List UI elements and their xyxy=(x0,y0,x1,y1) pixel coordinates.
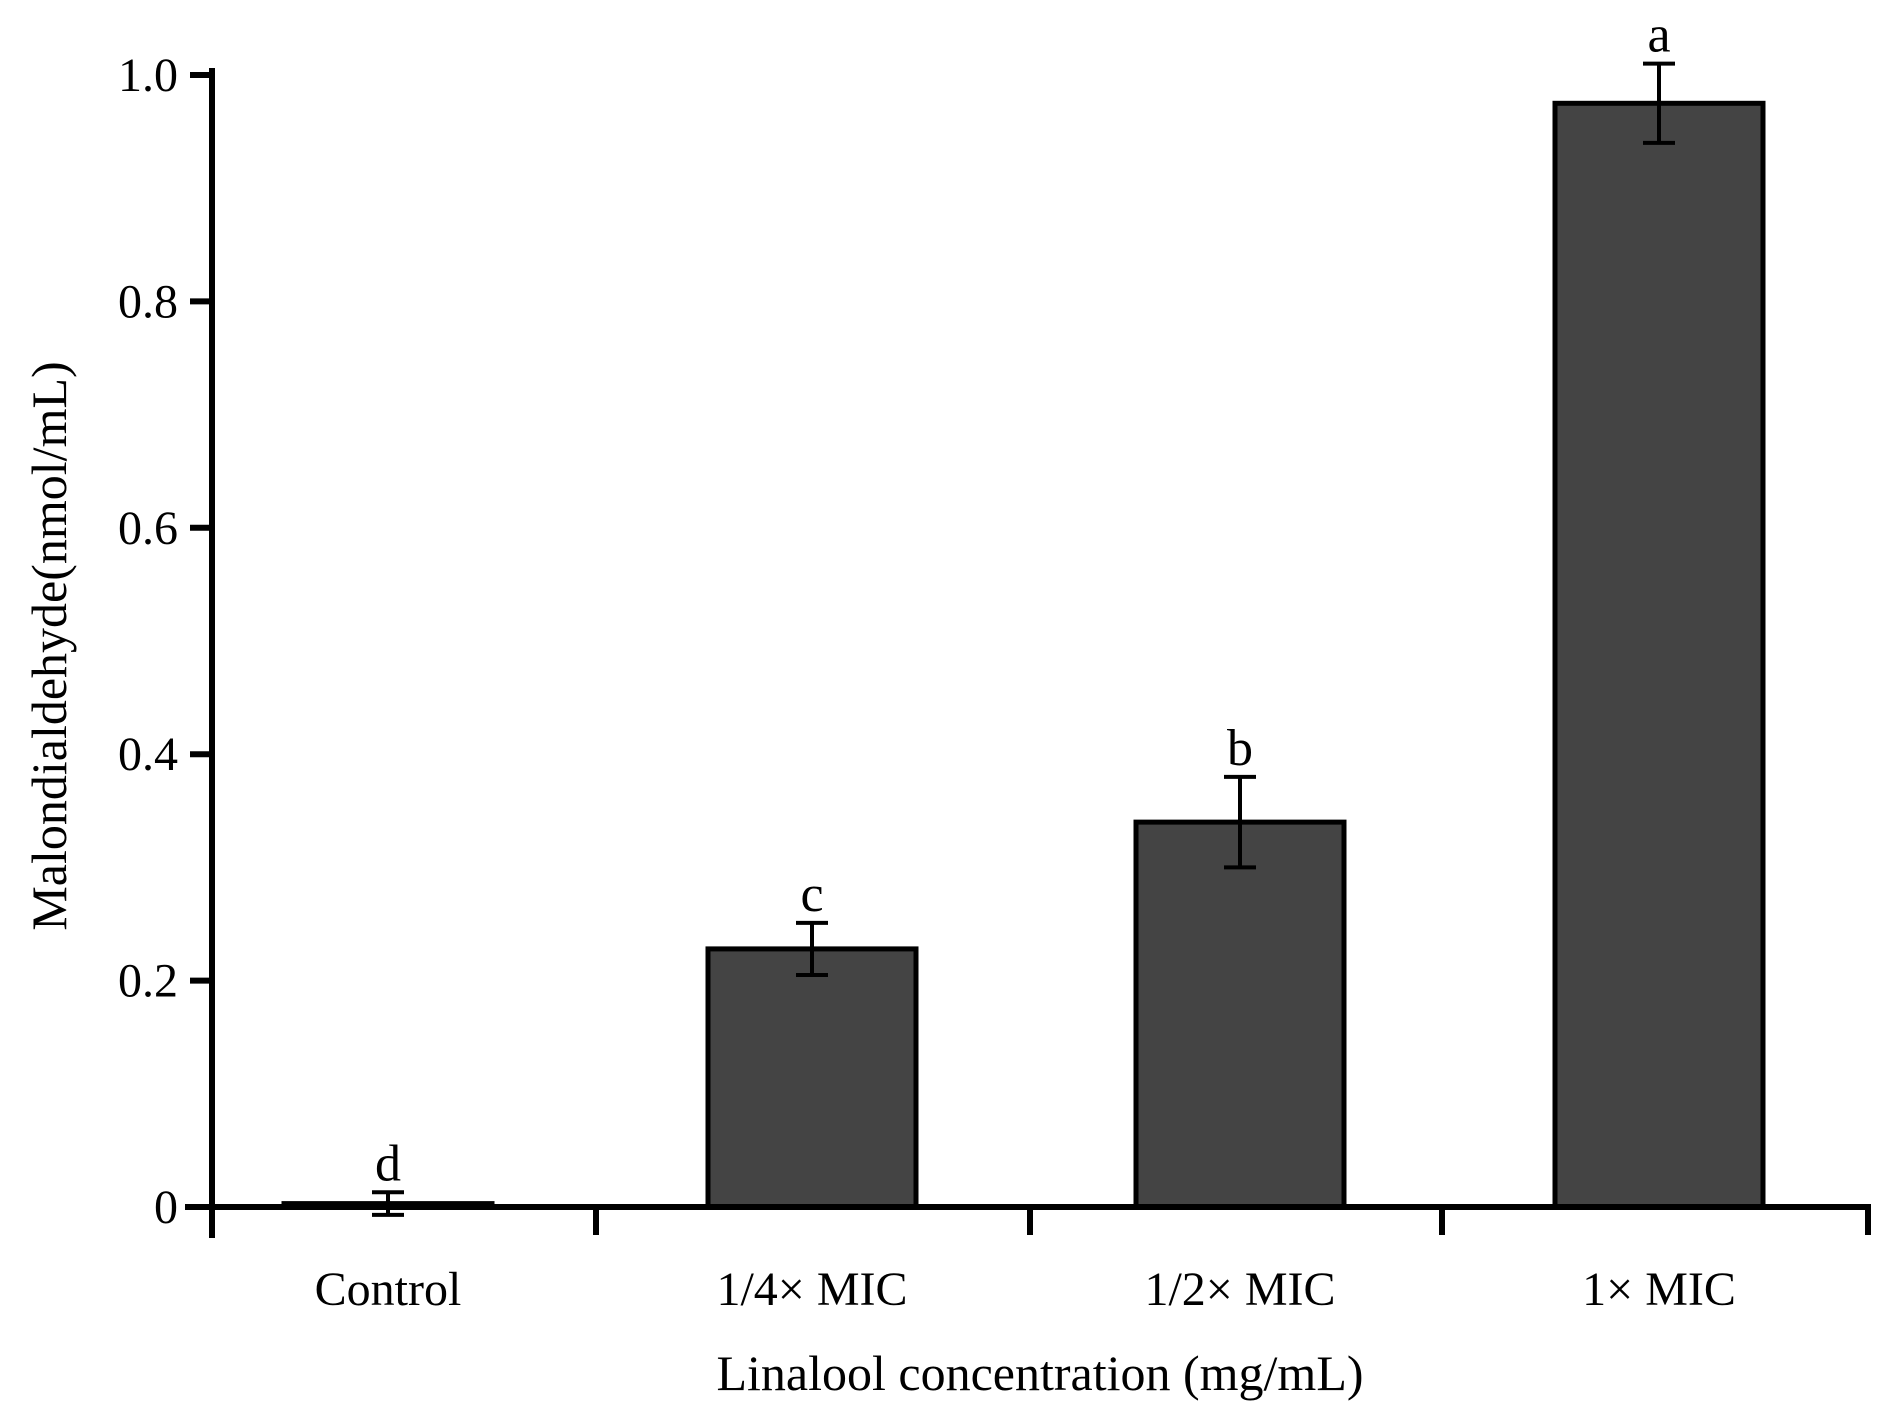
y-axis-title: Malondialdehyde(nmol/mL) xyxy=(21,361,77,930)
x-tick-label: 1/2× MIC xyxy=(1144,1263,1335,1316)
x-tick-label: 1× MIC xyxy=(1582,1263,1736,1316)
x-tick-label: Control xyxy=(315,1263,462,1316)
bar xyxy=(1133,819,1347,1210)
bar xyxy=(1552,100,1766,1210)
y-tick-label: 0.6 xyxy=(118,502,178,555)
x-axis-title: Linalool concentration (mg/mL) xyxy=(716,1345,1363,1401)
x-tick-label: 1/4× MIC xyxy=(716,1263,907,1316)
y-tick-label: 0.4 xyxy=(118,728,178,781)
y-tick-label: 1.0 xyxy=(118,49,178,102)
significance-letter: a xyxy=(1647,7,1670,64)
error-bars-group xyxy=(372,61,1675,1217)
x-ticks-group: Control 1/4× MIC 1/2× MIC 1× MIC xyxy=(209,1207,1871,1316)
significance-letter: b xyxy=(1227,720,1253,777)
y-tick-label: 0.2 xyxy=(118,955,178,1008)
significance-letter: d xyxy=(375,1135,401,1192)
bar xyxy=(705,946,919,1210)
y-tick-label: 0.8 xyxy=(118,275,178,328)
y-tick-label: 0 xyxy=(154,1181,178,1234)
plot-area: d c b a xyxy=(281,7,1766,1217)
significance-letter: c xyxy=(800,866,823,923)
bars-group xyxy=(281,100,1766,1210)
y-ticks-group: 0 0.2 0.4 0.6 0.8 1.0 xyxy=(118,49,212,1234)
significance-labels-group: d c b a xyxy=(375,7,1671,1193)
